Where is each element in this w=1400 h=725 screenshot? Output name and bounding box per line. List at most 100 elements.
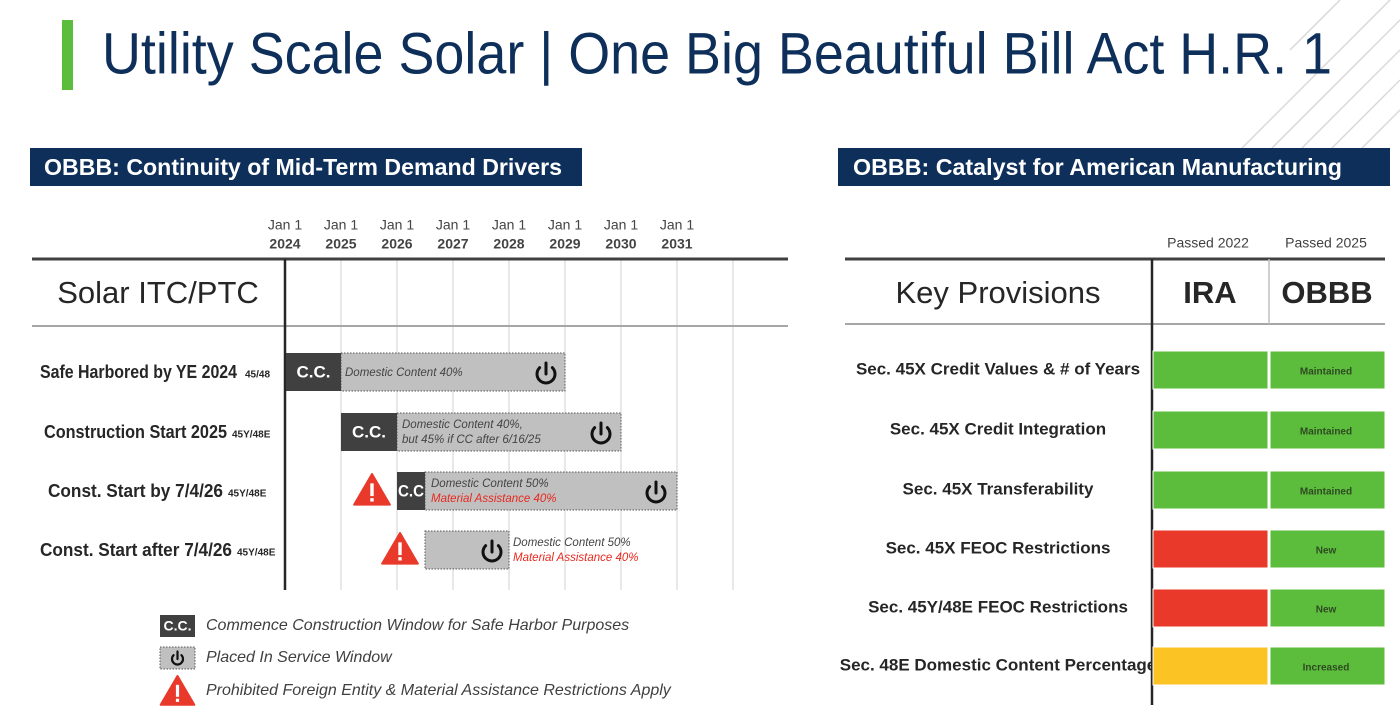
row-label: Safe Harbored by YE 2024: [40, 362, 237, 382]
power-icon: [535, 361, 557, 385]
ira-status: [1152, 410, 1269, 450]
window-text: Material Assistance 40%: [431, 493, 557, 505]
ira-status: [1152, 350, 1269, 390]
timeline-year: 2030: [605, 236, 636, 252]
row-label: Const. Start by 7/4/26: [48, 481, 223, 501]
ira-status: [1152, 646, 1269, 686]
provision-label: Sec. 45X Credit Values & # of Years: [856, 359, 1140, 378]
section-heading: OBBB: Catalyst for American Manufacturin…: [853, 154, 1342, 180]
warning-icon: [381, 532, 419, 565]
section-heading: OBBB: Continuity of Mid-Term Demand Driv…: [44, 154, 562, 180]
power-arc: [590, 426, 612, 445]
power-arc: [481, 544, 503, 563]
power-arc: [170, 654, 185, 666]
timeline-month: Jan 1: [492, 217, 526, 233]
provision-label: Sec. 45X Transferability: [903, 479, 1094, 498]
timeline-year: 2027: [437, 236, 468, 252]
timeline-year: 2024: [269, 236, 300, 252]
obbb-status: [1269, 350, 1386, 390]
obbb-status-label: Maintained: [1300, 367, 1352, 378]
row-code: 45Y/48E: [237, 548, 276, 559]
column-title: Solar ITC/PTC: [57, 275, 259, 310]
warning-icon: [353, 473, 391, 506]
warning-mark: [175, 684, 180, 697]
decoration: [1239, 0, 1400, 151]
obbb-status-label: Maintained: [1300, 487, 1352, 498]
content: Jan 1 2024 Jan 1 2025 Jan 1 2026 Jan 1 2027 Jan …: [32, 217, 1386, 706]
cc-window: [397, 472, 425, 510]
provision-label: Sec. 45Y/48E FEOC Restrictions: [868, 597, 1128, 616]
section-heading-bg: [838, 148, 1390, 186]
ira-status: [1152, 588, 1269, 628]
legend-cc-box: [160, 615, 195, 637]
warning-icon: [159, 675, 196, 706]
power-arc: [645, 485, 667, 504]
timeline-year: 2029: [549, 236, 580, 252]
timeline-month: Jan 1: [660, 217, 694, 233]
obbb-status-label: Maintained: [1300, 427, 1352, 438]
window-text: Material Assistance 40%: [513, 552, 639, 564]
window-text: but 45% if CC after 6/16/25: [402, 434, 541, 446]
window-text: Domestic Content 40%,: [402, 419, 523, 431]
cc-window: [286, 353, 341, 391]
legend-cc-label: C.C.: [164, 618, 192, 634]
section-heading-bg: [30, 148, 582, 186]
warning-mark: [398, 542, 402, 556]
ira-status: [1152, 529, 1269, 569]
title: Utility Scale Solar | One Big Beautiful …: [102, 21, 1332, 86]
warning-dot: [370, 498, 374, 502]
obbb-status: [1269, 410, 1386, 450]
timeline-year: 2025: [325, 236, 356, 252]
row-code: 45/48: [245, 370, 270, 381]
column-header: OBBB: [1281, 275, 1372, 310]
column-note: Passed 2022: [1167, 235, 1249, 251]
timeline-year: 2026: [381, 236, 412, 252]
window-text: Domestic Content 40%: [345, 367, 463, 379]
column-header: IRA: [1183, 275, 1236, 310]
legend-text: Prohibited Foreign Entity & Material Ass…: [206, 682, 672, 699]
window-text: Domestic Content 50%: [513, 537, 631, 549]
cc-label: C.C.: [352, 422, 386, 441]
service-window: [424, 530, 510, 570]
legend-text: Placed In Service Window: [206, 649, 393, 666]
service-window: [396, 412, 622, 452]
legend-text: Commence Construction Window for Safe Ha…: [206, 617, 629, 634]
obbb-status: [1269, 529, 1386, 569]
obbb-status: [1269, 470, 1386, 510]
column-note: Passed 2025: [1285, 235, 1367, 251]
cc-label: C.C: [398, 481, 424, 500]
warning-dot: [398, 557, 402, 561]
window-text: Domestic Content 50%: [431, 478, 549, 490]
power-icon: [645, 480, 667, 504]
service-window: [424, 471, 678, 511]
obbb-status-label: New: [1316, 605, 1337, 616]
timeline-year: 2028: [493, 236, 524, 252]
power-icon: [170, 650, 185, 666]
warning-mark: [370, 483, 374, 497]
cc-window: [341, 413, 397, 451]
row-label: Const. Start after 7/4/26: [40, 540, 232, 560]
timeline-year: 2031: [661, 236, 692, 252]
power-icon: [590, 421, 612, 445]
timeline-month: Jan 1: [380, 217, 414, 233]
timeline-month: Jan 1: [548, 217, 582, 233]
power-icon: [481, 539, 503, 563]
provision-label: Sec. 48E Domestic Content Percentage: [840, 655, 1157, 674]
row-code: 45Y/48E: [228, 489, 267, 500]
row-code: 45Y/48E: [232, 430, 271, 441]
obbb-status: [1269, 588, 1386, 628]
title-accent: [62, 20, 73, 90]
obbb-status-label: New: [1316, 546, 1337, 557]
cc-label: C.C.: [297, 362, 331, 381]
power-arc: [535, 366, 557, 385]
ira-status: [1152, 470, 1269, 510]
obbb-status: [1269, 646, 1386, 686]
column-header: Key Provisions: [895, 275, 1100, 310]
row-label: Construction Start 2025: [44, 422, 227, 442]
warning-dot: [175, 698, 180, 702]
timeline-month: Jan 1: [604, 217, 638, 233]
provision-label: Sec. 45X Credit Integration: [890, 419, 1106, 438]
provision-label: Sec. 45X FEOC Restrictions: [886, 538, 1111, 557]
